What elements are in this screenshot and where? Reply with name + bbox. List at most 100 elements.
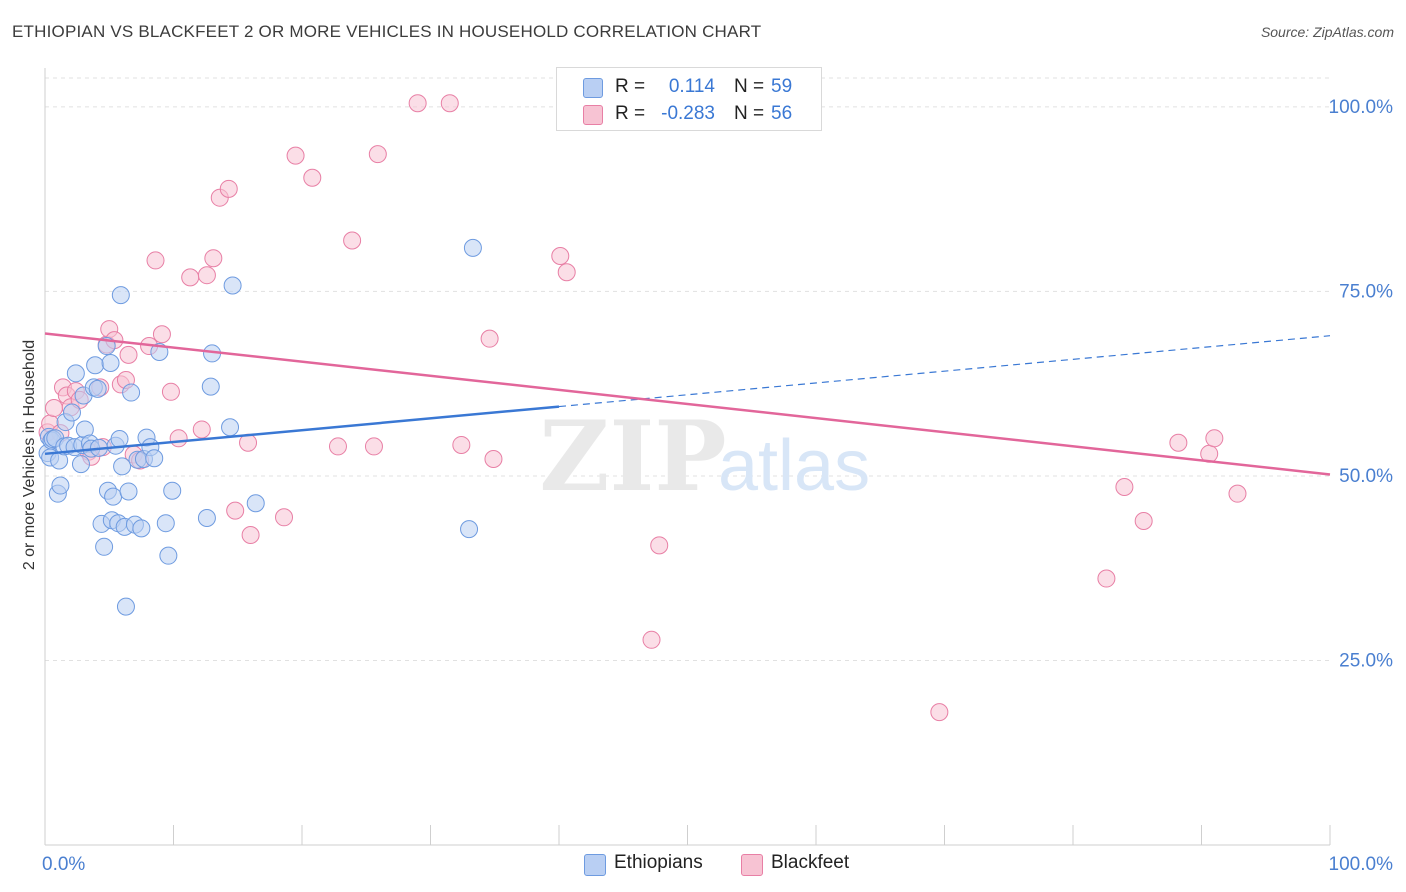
blackfeet-point bbox=[181, 268, 200, 287]
y-tick-label: 75.0% bbox=[1339, 281, 1393, 302]
blackfeet-point bbox=[1134, 511, 1153, 530]
ethiopian-point bbox=[113, 457, 132, 476]
blackfeet-point bbox=[650, 536, 669, 555]
blackfeet-point bbox=[286, 146, 305, 165]
ethiopian-point bbox=[86, 356, 105, 375]
ethiopian-point bbox=[104, 487, 123, 506]
blackfeet-point bbox=[169, 429, 188, 448]
legend-n-value: 56 bbox=[771, 103, 793, 124]
bottom-legend-swatch-blue bbox=[584, 854, 606, 876]
chart-title: ETHIOPIAN VS BLACKFEET 2 OR MORE VEHICLE… bbox=[12, 22, 762, 41]
blackfeet-point bbox=[328, 437, 347, 456]
blackfeet-point bbox=[484, 449, 503, 468]
blackfeet-point bbox=[364, 437, 383, 456]
ethiopian-point bbox=[132, 519, 151, 538]
ethiopian-point bbox=[95, 537, 114, 556]
blackfeet-point bbox=[930, 703, 949, 722]
ethiopian-point bbox=[145, 449, 164, 468]
ethiopian-trend-extension bbox=[558, 335, 1331, 408]
blackfeet-point bbox=[452, 435, 471, 454]
legend-r-label: R = bbox=[615, 76, 646, 97]
y-tick-label: 25.0% bbox=[1339, 650, 1393, 671]
legend-swatch-blue bbox=[583, 78, 603, 98]
blackfeet-point bbox=[44, 399, 63, 418]
ethiopian-point bbox=[122, 383, 141, 402]
x-tick-label: 100.0% bbox=[1329, 854, 1394, 875]
ethiopian-point bbox=[66, 364, 85, 383]
legend-n-label: N = bbox=[734, 103, 765, 124]
blackfeet-point bbox=[368, 145, 387, 164]
ethiopian-point bbox=[62, 403, 81, 422]
ethiopian-point bbox=[88, 379, 107, 398]
tick-labels: 25.0% 50.0% 75.0% 100.0% 0.0% 100.0% bbox=[42, 97, 1393, 875]
bottom-legend-label: Blackfeet bbox=[771, 852, 850, 873]
blackfeet-point bbox=[226, 501, 245, 520]
ethiopian-point bbox=[110, 430, 129, 449]
blackfeet-point bbox=[642, 630, 661, 649]
blackfeet-point bbox=[1228, 484, 1247, 503]
legend-row-ethiopians: R = 0.114 N = 59 bbox=[557, 74, 821, 100]
trend-lines bbox=[44, 332, 1331, 476]
legend-n-value: 59 bbox=[771, 76, 793, 97]
ethiopian-point bbox=[159, 546, 178, 565]
blackfeet-point bbox=[197, 266, 216, 285]
blackfeet-point bbox=[119, 345, 138, 364]
blackfeet-point bbox=[343, 231, 362, 250]
blackfeet-point bbox=[551, 247, 570, 265]
blackfeet-point bbox=[1169, 433, 1188, 452]
ethiopian-point bbox=[197, 509, 216, 528]
y-tick-label: 100.0% bbox=[1329, 97, 1394, 118]
ethiopian-points bbox=[38, 238, 482, 616]
ethiopian-point bbox=[116, 597, 135, 616]
blackfeet-point bbox=[480, 329, 499, 348]
ethiopian-point bbox=[51, 476, 70, 495]
y-tick-label: 50.0% bbox=[1339, 466, 1393, 487]
legend-swatch-pink bbox=[583, 105, 603, 125]
ethiopian-point bbox=[163, 481, 182, 500]
legend-r-value: -0.283 bbox=[661, 103, 715, 124]
legend-r-value: 0.114 bbox=[668, 76, 715, 97]
ethiopian-point bbox=[223, 276, 242, 295]
ethiopian-trend-line bbox=[44, 405, 560, 456]
blackfeet-point bbox=[146, 251, 165, 270]
source-label: Source: ZipAtlas.com bbox=[1260, 24, 1394, 40]
ethiopian-point bbox=[246, 494, 265, 513]
blackfeet-point bbox=[275, 508, 294, 527]
blackfeet-trend-line bbox=[44, 332, 1331, 476]
ethiopian-point bbox=[156, 514, 175, 533]
blackfeet-point bbox=[408, 94, 427, 113]
ethiopian-point bbox=[463, 238, 482, 257]
legend-r-label: R = bbox=[615, 103, 646, 124]
watermark-zip: ZIP bbox=[539, 400, 726, 513]
blackfeet-point bbox=[1205, 429, 1224, 448]
legend-row-blackfeet: R = -0.283 N = 56 bbox=[557, 101, 821, 127]
blackfeet-point bbox=[204, 249, 223, 268]
ethiopian-point bbox=[201, 377, 220, 396]
x-tick-label: 0.0% bbox=[42, 854, 85, 875]
blackfeet-point bbox=[152, 325, 171, 344]
ethiopian-point bbox=[101, 354, 120, 373]
blackfeet-point bbox=[303, 168, 322, 187]
blackfeet-point bbox=[219, 179, 238, 198]
ethiopian-point bbox=[221, 418, 240, 437]
blackfeet-points bbox=[38, 94, 1247, 722]
blackfeet-point bbox=[440, 94, 459, 113]
blackfeet-point bbox=[241, 526, 260, 544]
watermark-atlas: atlas bbox=[718, 426, 870, 506]
blackfeet-point bbox=[1097, 569, 1116, 588]
bottom-legend-swatch-pink bbox=[741, 854, 763, 876]
correlation-legend: R = 0.114 N = 59 R = -0.283 N = 56 bbox=[556, 67, 822, 131]
legend-n-label: N = bbox=[734, 76, 765, 97]
ethiopian-point bbox=[119, 482, 138, 501]
ethiopian-point bbox=[71, 455, 90, 474]
gridlines bbox=[45, 77, 1330, 661]
watermark: ZIP atlas bbox=[539, 400, 870, 513]
bottom-legend-label: Ethiopians bbox=[614, 852, 703, 873]
blackfeet-point bbox=[161, 382, 180, 401]
ethiopian-point bbox=[460, 520, 479, 539]
blackfeet-point bbox=[1115, 478, 1134, 497]
blackfeet-point bbox=[192, 420, 211, 439]
ethiopian-point bbox=[111, 286, 130, 305]
blackfeet-point bbox=[557, 263, 576, 282]
